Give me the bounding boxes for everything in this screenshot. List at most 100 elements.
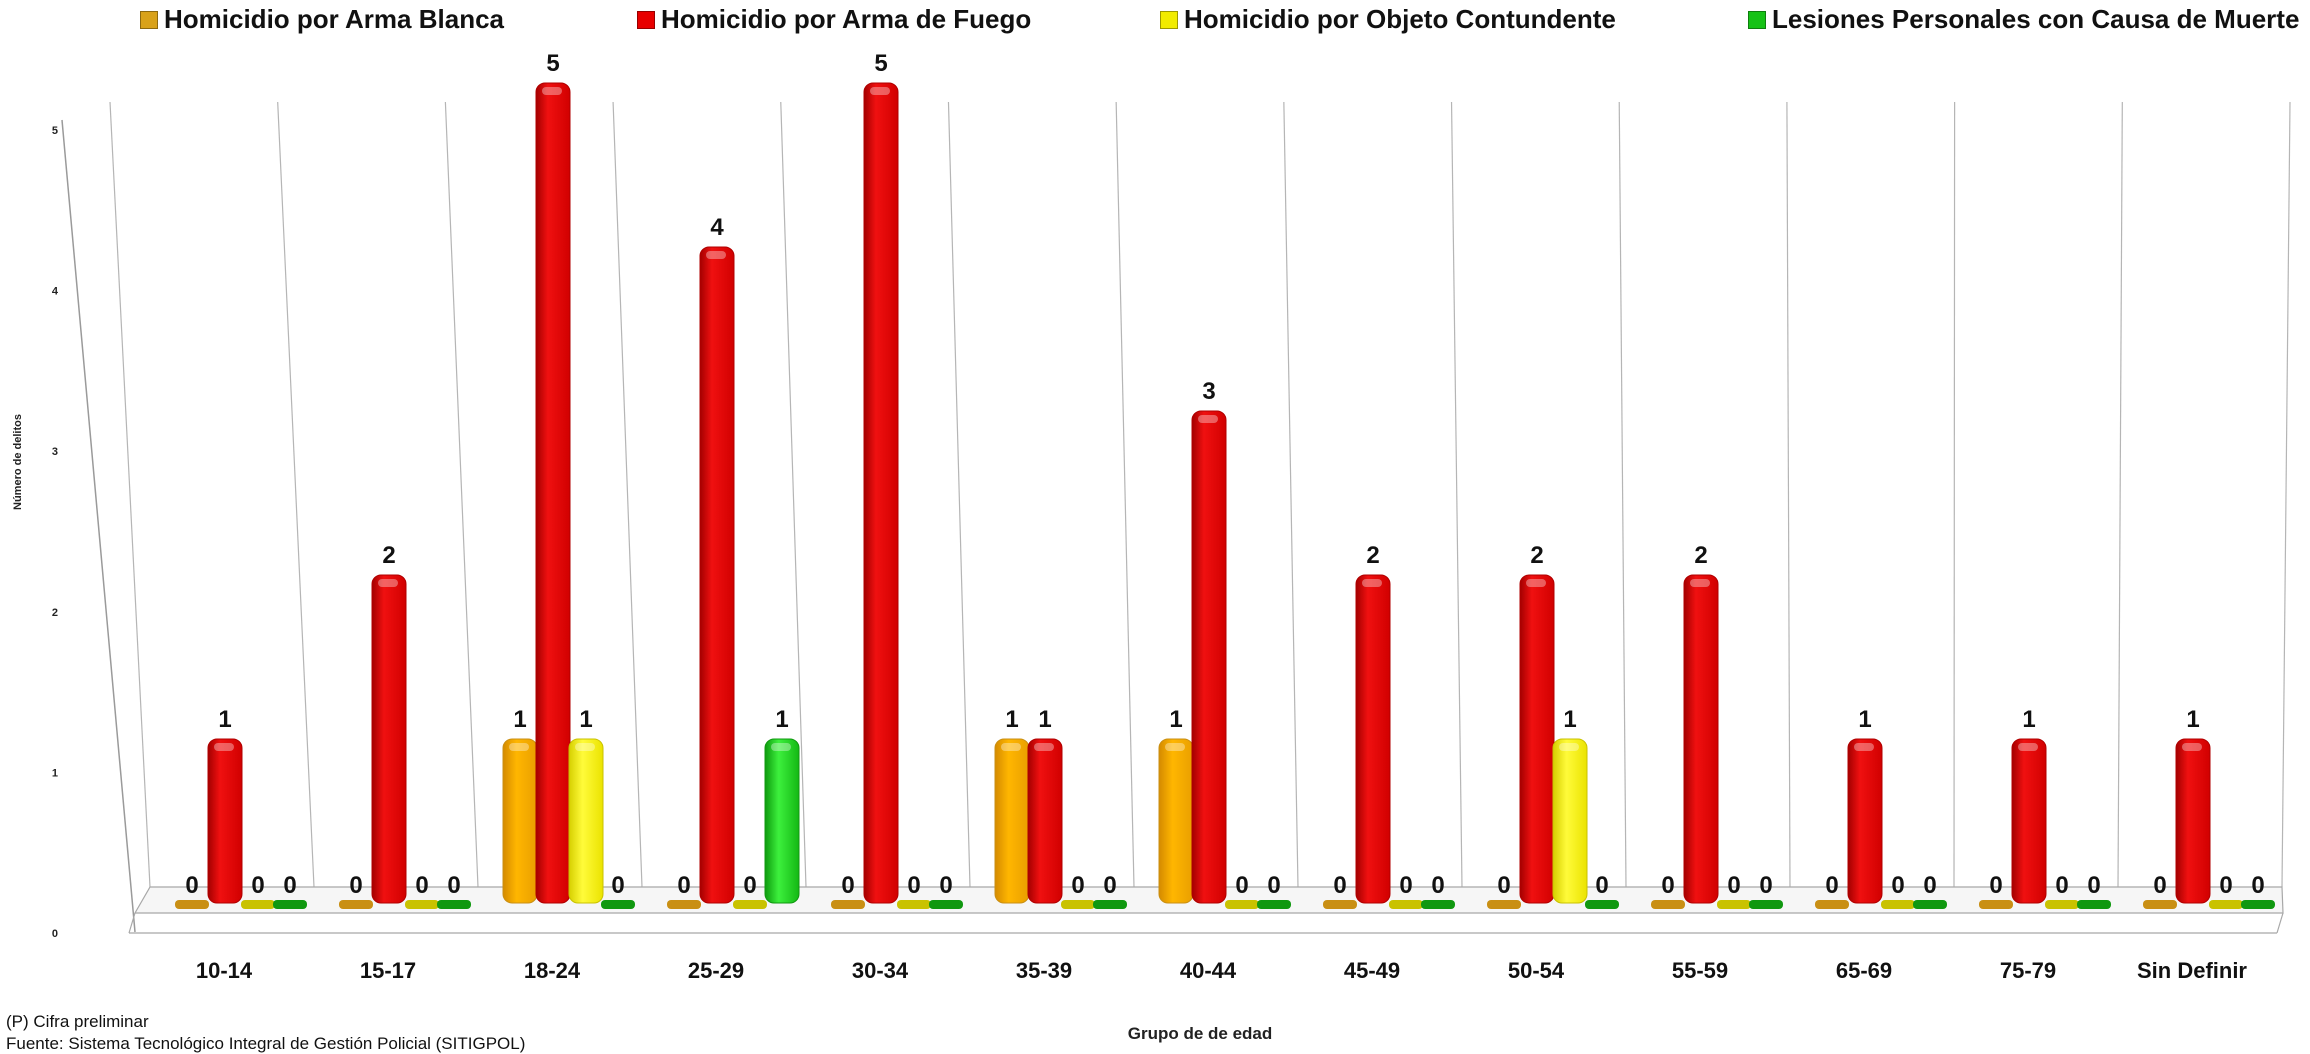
value-label: 1 — [1169, 706, 1182, 733]
bar-flat-3-30-34 — [929, 900, 963, 909]
x-tick-label: 65-69 — [1836, 958, 1892, 983]
value-label: 0 — [677, 872, 690, 899]
legend-item-lesiones: Lesiones Personales con Causa de Muerte — [1748, 4, 2299, 35]
value-label: 0 — [415, 872, 428, 899]
y-tick-label: 2 — [52, 607, 58, 619]
bar-flat-3-18-24 — [601, 900, 635, 909]
value-label: 0 — [611, 872, 624, 899]
value-label: 0 — [283, 872, 296, 899]
footnote-source: Fuente: Sistema Tecnológico Integral de … — [6, 1034, 526, 1053]
legend-label-arma-fuego: Homicidio por Arma de Fuego — [661, 4, 1032, 34]
grid-line — [780, 101, 807, 888]
value-label: 4 — [710, 214, 724, 241]
bar-1-55-59 — [1683, 574, 1719, 904]
bar-1-18-24 — [535, 82, 571, 904]
value-label: 0 — [447, 872, 460, 899]
bar-flat-0-45-49 — [1323, 900, 1357, 909]
bar-flat-2-75-79 — [2045, 900, 2079, 909]
value-label: 0 — [1497, 872, 1510, 899]
bar-flat-3-55-59 — [1749, 900, 1783, 909]
bar-highlight — [1362, 579, 1382, 587]
bar-1-30-34 — [863, 82, 899, 904]
legend-swatch-objeto-contundente — [1160, 10, 1178, 29]
value-label: 0 — [2251, 872, 2264, 899]
grid-line — [444, 101, 479, 888]
value-label: 1 — [579, 706, 592, 733]
x-tick-label: 15-17 — [360, 958, 416, 983]
x-tick-label: 18-24 — [524, 958, 581, 983]
legend-item-arma-fuego: Homicidio por Arma de Fuego — [637, 4, 1031, 35]
value-label: 0 — [1235, 872, 1248, 899]
bar-flat-3-50-54 — [1585, 900, 1619, 909]
bar-flat-3-Sin Definir — [2241, 900, 2275, 909]
bar-highlight — [378, 579, 398, 587]
value-label: 0 — [1333, 872, 1346, 899]
value-label: 0 — [1891, 872, 1904, 899]
grid-line — [1450, 101, 1463, 888]
bar-highlight — [1165, 743, 1185, 751]
bar-highlight — [575, 743, 595, 751]
value-label: 0 — [743, 872, 756, 899]
grid-line — [2117, 101, 2123, 888]
grid-line — [1115, 101, 1135, 888]
bar-flat-2-55-59 — [1717, 900, 1751, 909]
y-tick-label: 0 — [52, 928, 58, 940]
value-label: 0 — [1923, 872, 1936, 899]
bar-flat-3-65-69 — [1913, 900, 1947, 909]
bar-flat-2-40-44 — [1225, 900, 1259, 909]
value-label: 0 — [1071, 872, 1084, 899]
bar-0-18-24 — [502, 738, 538, 904]
value-label: 0 — [1399, 872, 1412, 899]
bar-flat-2-30-34 — [897, 900, 931, 909]
value-label: 1 — [1005, 706, 1018, 733]
bar-flat-2-Sin Definir — [2209, 900, 2243, 909]
y-axis-line — [61, 119, 136, 933]
value-label: 0 — [1759, 872, 1772, 899]
bar-flat-3-10-14 — [273, 900, 307, 909]
value-label: 3 — [1202, 378, 1215, 405]
value-label: 0 — [1727, 872, 1740, 899]
grid-layer: 0 1 2 3 4 5 — [52, 101, 2291, 940]
bar-highlight — [1001, 743, 1021, 751]
bar-flat-0-50-54 — [1487, 900, 1521, 909]
bar-flat-2-65-69 — [1881, 900, 1915, 909]
bar-highlight — [2018, 743, 2038, 751]
legend-item-arma-blanca: Homicidio por Arma Blanca — [140, 4, 504, 35]
legend-swatch-arma-blanca — [140, 10, 158, 29]
bar-1-35-39 — [1027, 738, 1063, 904]
grid-line — [1283, 101, 1299, 888]
bar-0-40-44 — [1158, 738, 1194, 904]
x-axis-title: Grupo de de edad — [1127, 1024, 1273, 1043]
grid-line — [612, 101, 643, 888]
bar-1-40-44 — [1191, 410, 1227, 904]
bar-highlight — [542, 87, 562, 95]
bar-flat-2-35-39 — [1061, 900, 1095, 909]
grid-line — [277, 101, 315, 888]
bar-flat-3-45-49 — [1421, 900, 1455, 909]
bar-1-50-54 — [1519, 574, 1555, 904]
bar-flat-3-15-17 — [437, 900, 471, 909]
value-label: 0 — [907, 872, 920, 899]
value-label: 0 — [1989, 872, 2002, 899]
bar-2-50-54 — [1552, 738, 1588, 904]
legend-item-objeto-contundente: Homicidio por Objeto Contundente — [1160, 4, 1616, 35]
value-label: 1 — [1038, 706, 1051, 733]
bar-flat-0-55-59 — [1651, 900, 1685, 909]
x-tick-label: 25-29 — [688, 958, 744, 983]
value-label: 0 — [1825, 872, 1838, 899]
legend-label-arma-blanca: Homicidio por Arma Blanca — [164, 4, 504, 34]
value-label: 2 — [382, 542, 395, 569]
bar-1-10-14 — [207, 738, 243, 904]
value-label: 0 — [1431, 872, 1444, 899]
value-label: 0 — [2153, 872, 2166, 899]
x-tick-label: 40-44 — [1180, 958, 1237, 983]
bar-1-25-29 — [699, 246, 735, 904]
bar-flat-3-35-39 — [1093, 900, 1127, 909]
bar-highlight — [771, 743, 791, 751]
value-label: 0 — [349, 872, 362, 899]
x-tick-label: 50-54 — [1508, 958, 1565, 983]
value-label: 0 — [1103, 872, 1116, 899]
x-tick-label: 55-59 — [1672, 958, 1728, 983]
